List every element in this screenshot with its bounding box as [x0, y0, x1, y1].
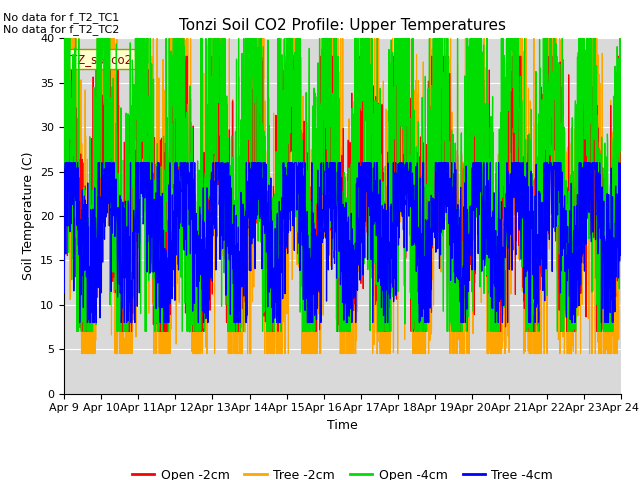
Tree -4cm [505, 227, 513, 232]
Open -4cm [505, 64, 513, 70]
Tree -2cm [77, 351, 85, 357]
Tree -2cm [371, 230, 379, 236]
Tree -4cm [359, 264, 367, 270]
Tree -4cm [568, 320, 576, 325]
Text: No data for f_T2_TC1: No data for f_T2_TC1 [3, 12, 120, 23]
Open -2cm [371, 247, 379, 253]
Tree -2cm [60, 229, 68, 235]
Open -2cm [61, 53, 68, 59]
Tree -2cm [568, 343, 576, 348]
Tree -4cm [216, 182, 223, 188]
Legend: Open -2cm, Tree -2cm, Open -4cm, Tree -4cm: Open -2cm, Tree -2cm, Open -4cm, Tree -4… [127, 464, 558, 480]
Tree -2cm [61, 36, 68, 41]
Open -2cm [79, 328, 87, 334]
X-axis label: Time: Time [327, 419, 358, 432]
Tree -2cm [216, 36, 223, 41]
Open -2cm [216, 94, 223, 100]
Tree -2cm [617, 157, 625, 163]
Open -4cm [568, 264, 576, 270]
Open -2cm [60, 104, 68, 110]
Open -4cm [60, 78, 68, 84]
Tree -4cm [584, 179, 591, 184]
Open -2cm [505, 204, 513, 210]
Text: TZ_soilco2: TZ_soilco2 [70, 53, 132, 66]
Title: Tonzi Soil CO2 Profile: Upper Temperatures: Tonzi Soil CO2 Profile: Upper Temperatur… [179, 18, 506, 33]
Open -4cm [617, 41, 625, 47]
Open -4cm [216, 46, 223, 52]
Open -2cm [359, 141, 367, 147]
Tree -4cm [371, 218, 379, 224]
Open -4cm [371, 97, 379, 103]
Open -4cm [584, 36, 591, 41]
Tree -2cm [359, 36, 367, 41]
Text: No data for f_T2_TC2: No data for f_T2_TC2 [3, 24, 120, 35]
Open -4cm [61, 36, 68, 41]
Open -2cm [584, 63, 591, 69]
Y-axis label: Soil Temperature (C): Soil Temperature (C) [22, 152, 35, 280]
Tree -4cm [60, 176, 68, 182]
Line: Open -2cm: Open -2cm [64, 56, 621, 331]
Open -4cm [359, 36, 367, 41]
Tree -4cm [617, 228, 625, 234]
Tree -4cm [61, 160, 69, 166]
Tree -2cm [505, 141, 513, 147]
Open -2cm [568, 230, 576, 236]
Tree -4cm [76, 320, 84, 325]
Line: Tree -2cm: Tree -2cm [64, 38, 621, 354]
Open -2cm [617, 101, 625, 107]
Line: Tree -4cm: Tree -4cm [64, 163, 621, 323]
Open -4cm [73, 328, 81, 334]
Tree -2cm [584, 36, 591, 42]
Line: Open -4cm: Open -4cm [64, 38, 621, 331]
